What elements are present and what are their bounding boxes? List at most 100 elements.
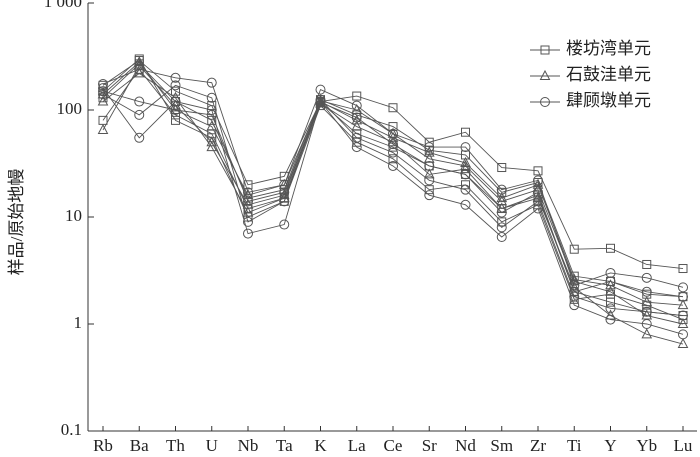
data-point bbox=[315, 97, 326, 108]
data-point bbox=[351, 112, 362, 123]
data-point bbox=[171, 110, 180, 120]
data-point bbox=[279, 179, 290, 190]
data-point bbox=[171, 115, 180, 125]
sample-line bbox=[102, 63, 684, 298]
data-point bbox=[134, 132, 145, 143]
data-point bbox=[206, 136, 218, 147]
sample-line bbox=[102, 87, 684, 335]
data-point bbox=[678, 291, 688, 302]
data-point bbox=[424, 175, 435, 186]
x-tick-label: Nd bbox=[455, 436, 476, 455]
data-point bbox=[352, 91, 362, 101]
data-point bbox=[497, 163, 507, 173]
legend-marker bbox=[540, 97, 550, 107]
data-point bbox=[641, 286, 652, 297]
data-point bbox=[424, 185, 434, 195]
x-tick-label: Y bbox=[604, 436, 616, 455]
data-point bbox=[496, 222, 507, 233]
data-point bbox=[170, 105, 181, 115]
data-point bbox=[423, 152, 435, 163]
x-tick-label: Lu bbox=[674, 436, 693, 455]
data-point bbox=[387, 131, 399, 142]
data-point bbox=[533, 166, 543, 176]
data-point bbox=[605, 279, 616, 290]
data-point bbox=[134, 109, 145, 120]
data-point bbox=[242, 189, 254, 200]
data-point bbox=[461, 127, 470, 137]
data-point bbox=[641, 272, 652, 283]
data-point bbox=[677, 317, 689, 328]
data-point bbox=[569, 244, 579, 254]
data-point bbox=[641, 328, 653, 339]
data-point bbox=[641, 306, 652, 317]
data-point bbox=[315, 95, 326, 106]
sample-line bbox=[102, 68, 684, 316]
data-point bbox=[642, 259, 652, 269]
y-tick-label: 1 000 bbox=[44, 0, 82, 11]
data-point bbox=[424, 160, 435, 171]
data-point bbox=[243, 228, 253, 239]
data-point bbox=[606, 243, 615, 253]
data-point bbox=[423, 168, 435, 179]
data-point bbox=[388, 103, 398, 113]
data-point bbox=[496, 195, 508, 206]
legend-marker bbox=[540, 45, 550, 55]
data-point bbox=[97, 88, 109, 99]
data-point bbox=[133, 67, 145, 78]
data-point bbox=[242, 206, 254, 217]
x-tick-label: Th bbox=[166, 436, 185, 455]
data-point bbox=[388, 154, 398, 164]
data-point bbox=[641, 296, 653, 307]
sample-line bbox=[102, 90, 684, 298]
legend-label: 石鼓洼单元 bbox=[566, 65, 651, 84]
x-tick-label: Ti bbox=[567, 436, 582, 455]
data-point bbox=[424, 142, 435, 153]
x-tick-label: Sm bbox=[490, 436, 513, 455]
data-point bbox=[97, 123, 109, 135]
data-point bbox=[206, 109, 217, 120]
data-point bbox=[460, 142, 471, 153]
data-point bbox=[496, 184, 507, 195]
data-point bbox=[170, 96, 181, 107]
data-point bbox=[533, 187, 543, 198]
data-point bbox=[134, 96, 145, 107]
data-point bbox=[388, 160, 398, 171]
data-point bbox=[315, 94, 326, 105]
data-point bbox=[388, 128, 398, 139]
data-point bbox=[279, 219, 290, 230]
data-point bbox=[678, 264, 688, 274]
x-tick-label: K bbox=[314, 436, 327, 455]
data-point bbox=[98, 86, 108, 97]
x-tick-label: Nb bbox=[238, 436, 259, 455]
y-tick-label: 100 bbox=[57, 99, 83, 118]
data-point bbox=[388, 122, 398, 132]
data-point bbox=[388, 147, 398, 158]
data-point bbox=[351, 132, 362, 143]
data-point bbox=[460, 163, 471, 174]
x-tick-label: U bbox=[206, 436, 218, 455]
data-point bbox=[460, 184, 471, 195]
data-point bbox=[315, 84, 326, 95]
data-point bbox=[569, 271, 579, 281]
data-point bbox=[243, 216, 253, 227]
data-point bbox=[605, 314, 616, 325]
x-tick-label: Ba bbox=[130, 436, 149, 455]
data-point bbox=[170, 80, 181, 91]
y-tick-label: 1 bbox=[74, 313, 83, 332]
sample-line bbox=[102, 58, 684, 320]
data-point bbox=[605, 276, 616, 287]
legend-marker bbox=[539, 69, 551, 80]
data-point bbox=[460, 156, 471, 167]
data-point bbox=[678, 310, 688, 321]
data-point bbox=[134, 64, 145, 75]
data-point bbox=[351, 100, 362, 111]
sample-line bbox=[102, 68, 684, 288]
data-point bbox=[170, 99, 181, 110]
x-tick-label: Yb bbox=[636, 436, 657, 455]
data-point bbox=[351, 120, 363, 131]
data-point bbox=[243, 196, 253, 207]
data-point bbox=[170, 72, 181, 83]
data-point bbox=[424, 190, 435, 201]
x-tick-label: Zr bbox=[530, 436, 546, 455]
